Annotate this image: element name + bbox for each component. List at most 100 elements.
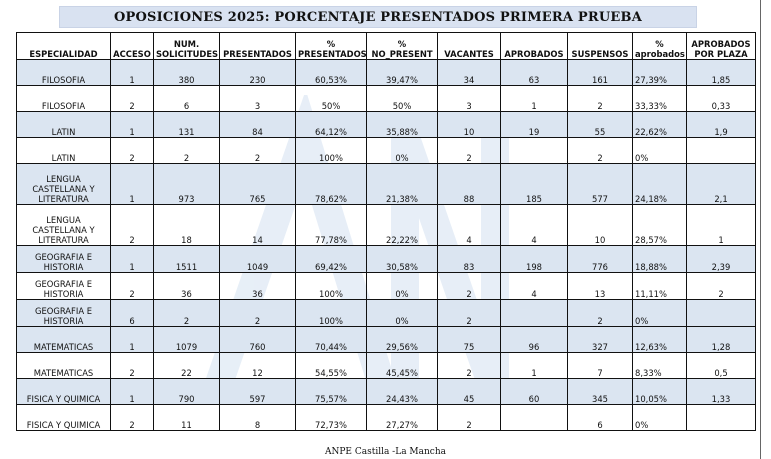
cell-vacantes: 75 (437, 326, 501, 353)
cell-presentados: 84 (219, 111, 296, 138)
cell-acceso: 1 (110, 245, 154, 273)
cell-acceso: 2 (110, 137, 154, 164)
header-presentados: PRESENTADOS (219, 32, 296, 60)
cell-presentados: 8 (219, 404, 296, 431)
cell-vacantes: 83 (437, 245, 501, 273)
table-row: LATIN 2 2 2 100% 0% 2 2 0% (16, 137, 756, 164)
cell-especialidad: FISICA Y QUIMICA (16, 404, 111, 431)
cell-vacantes: 3 (437, 85, 501, 112)
cell-especialidad: GEOGRAFIA E HISTORIA (16, 245, 111, 273)
cell-acceso: 1 (110, 163, 154, 205)
table-row: GEOGRAFIA E HISTORIA 1 1511 1049 69,42% 30,58… (16, 245, 756, 273)
cell-pct-no-present: 35,88% (366, 111, 438, 138)
cell-especialidad: FILOSOFIA (16, 85, 111, 112)
cell-especialidad: LATIN (16, 137, 111, 164)
cell-presentados: 765 (219, 163, 296, 205)
cell-acceso: 2 (110, 204, 154, 246)
cell-solicitudes: 1511 (153, 245, 220, 273)
cell-pct-presentados: 77,78% (295, 204, 367, 246)
cell-solicitudes: 2 (153, 137, 220, 164)
cell-suspensos: 2 (567, 137, 633, 164)
cell-suspensos: 577 (567, 163, 633, 205)
cell-acceso: 2 (110, 272, 154, 300)
cell-pct-presentados: 72,73% (295, 404, 367, 431)
cell-pct-presentados: 100% (295, 299, 367, 327)
cell-pct-aprobados: 33,33% (632, 85, 687, 112)
cell-suspensos: 10 (567, 204, 633, 246)
table-row: FILOSOFIA 2 6 3 50% 50% 3 1 2 33,33% 0,33 (16, 85, 756, 112)
table-row: FILOSOFIA 1 380 230 60,53% 39,47% 34 63 161 27,39… (16, 59, 756, 86)
cell-especialidad: LENGUA CASTELLANA Y LITERATURA (16, 163, 111, 205)
table-row: MATEMATICAS 1 1079 760 70,44% 29,56% 75 96 327 12… (16, 326, 756, 353)
cell-suspensos: 2 (567, 299, 633, 327)
cell-vacantes: 45 (437, 378, 501, 405)
cell-aprobados: 4 (500, 272, 568, 300)
cell-aprobados: 4 (500, 204, 568, 246)
table-row: GEOGRAFIA E HISTORIA 6 2 2 100% 0% 2 2 0% (16, 299, 756, 327)
footer-text: ANPE Castilla -La Mancha (324, 447, 447, 457)
cell-presentados: 1049 (219, 245, 296, 273)
header-solicitudes: NUM. SOLICITUDES (153, 32, 220, 60)
cell-especialidad: LENGUA CASTELLANA Y LITERATURA (16, 204, 111, 246)
cell-presentados: 3 (219, 85, 296, 112)
cell-aprobados-plaza: 2,39 (686, 245, 756, 273)
cell-pct-aprobados: 0% (632, 404, 687, 431)
cell-pct-no-present: 0% (366, 272, 438, 300)
cell-acceso: 1 (110, 111, 154, 138)
cell-especialidad: GEOGRAFIA E HISTORIA (16, 299, 111, 327)
cell-pct-aprobados: 22,62% (632, 111, 687, 138)
cell-solicitudes: 2 (153, 299, 220, 327)
cell-solicitudes: 380 (153, 59, 220, 86)
cell-pct-aprobados: 0% (632, 299, 687, 327)
page-title: OPOSICIONES 2025: PORCENTAJE PRESENTADOS… (113, 9, 643, 25)
header-acceso: ACCESO (110, 32, 154, 60)
cell-aprobados-plaza: 1,33 (686, 378, 756, 405)
cell-pct-presentados: 69,42% (295, 245, 367, 273)
cell-solicitudes: 22 (153, 352, 220, 379)
table-row: GEOGRAFIA E HISTORIA 2 36 36 100% 0% 2 4 13 11,11… (16, 272, 756, 300)
cell-acceso: 2 (110, 352, 154, 379)
cell-pct-presentados: 75,57% (295, 378, 367, 405)
cell-presentados: 36 (219, 272, 296, 300)
cell-suspensos: 6 (567, 404, 633, 431)
cell-pct-aprobados: 24,18% (632, 163, 687, 205)
cell-pct-presentados: 70,44% (295, 326, 367, 353)
cell-especialidad: FISICA Y QUIMICA (16, 378, 111, 405)
cell-pct-no-present: 0% (366, 299, 438, 327)
cell-pct-presentados: 50% (295, 85, 367, 112)
table-row: MATEMATICAS 2 22 12 54,55% 45,45% 2 1 7 8,33% 0,5 (16, 352, 756, 379)
cell-aprobados-plaza: 0,33 (686, 85, 756, 112)
cell-pct-presentados: 60,53% (295, 59, 367, 86)
cell-presentados: 597 (219, 378, 296, 405)
cell-aprobados: 1 (500, 352, 568, 379)
cell-vacantes: 88 (437, 163, 501, 205)
cell-suspensos: 345 (567, 378, 633, 405)
cell-vacantes: 2 (437, 404, 501, 431)
cell-pct-no-present: 29,56% (366, 326, 438, 353)
header-suspensos: SUSPENSOS (567, 32, 633, 60)
cell-aprobados (500, 404, 568, 431)
cell-acceso: 6 (110, 299, 154, 327)
cell-pct-no-present: 22,22% (366, 204, 438, 246)
cell-vacantes: 2 (437, 299, 501, 327)
cell-pct-presentados: 100% (295, 137, 367, 164)
cell-aprobados (500, 299, 568, 327)
cell-aprobados-plaza (686, 299, 756, 327)
cell-solicitudes: 973 (153, 163, 220, 205)
cell-especialidad: FILOSOFIA (16, 59, 111, 86)
cell-aprobados: 19 (500, 111, 568, 138)
cell-pct-no-present: 0% (366, 137, 438, 164)
cell-acceso: 1 (110, 326, 154, 353)
cell-vacantes: 10 (437, 111, 501, 138)
cell-aprobados-plaza: 1 (686, 204, 756, 246)
cell-pct-aprobados: 18,88% (632, 245, 687, 273)
cell-suspensos: 2 (567, 85, 633, 112)
cell-vacantes: 2 (437, 352, 501, 379)
cell-acceso: 1 (110, 59, 154, 86)
cell-aprobados: 198 (500, 245, 568, 273)
cell-suspensos: 776 (567, 245, 633, 273)
cell-aprobados-plaza: 1,85 (686, 59, 756, 86)
cell-presentados: 230 (219, 59, 296, 86)
title-banner: OPOSICIONES 2025: PORCENTAJE PRESENTADOS… (59, 6, 697, 28)
cell-solicitudes: 36 (153, 272, 220, 300)
